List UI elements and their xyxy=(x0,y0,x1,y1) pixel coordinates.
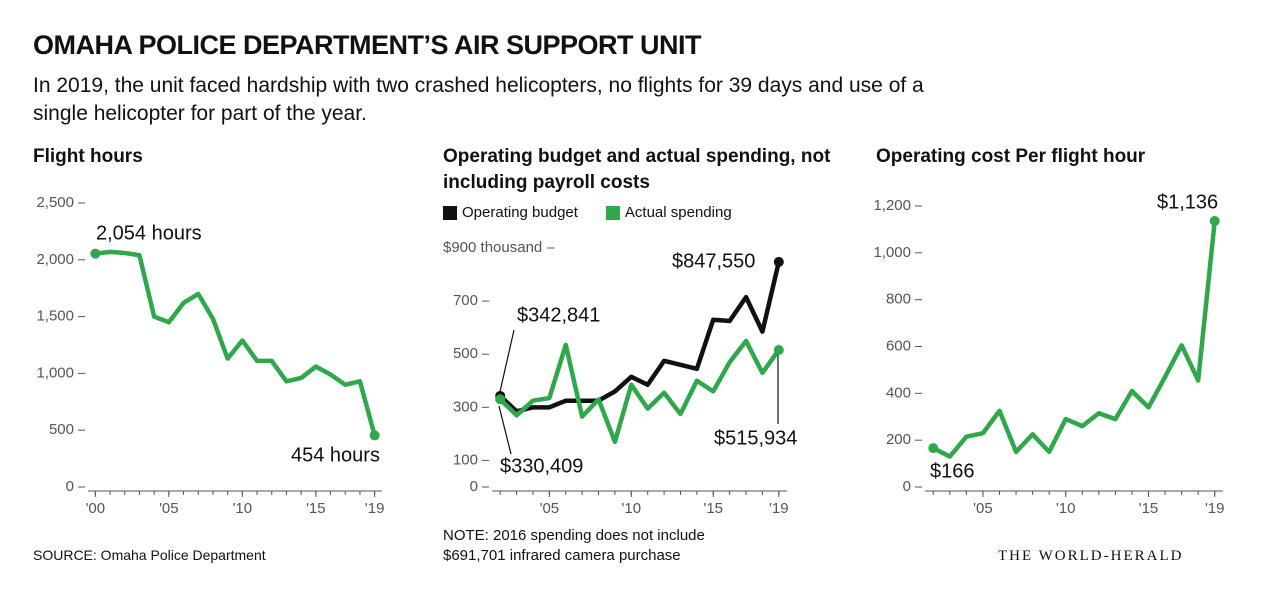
y-tick-label: 2,500 xyxy=(36,194,74,211)
legend-label: Operating budget xyxy=(462,204,579,221)
legend-swatch xyxy=(605,206,620,220)
y-tick-label: 500 xyxy=(453,345,478,362)
annotation: $166 xyxy=(930,460,975,482)
end-point xyxy=(369,430,380,441)
x-tick-label: '10 xyxy=(1056,500,1076,517)
x-tick-label: '10 xyxy=(233,500,253,517)
x-tick-label: '10 xyxy=(622,500,642,517)
end-point xyxy=(928,443,939,454)
x-tick-label: '15 xyxy=(703,500,723,517)
y-tick-label: 700 xyxy=(453,292,478,309)
line xyxy=(498,261,781,414)
chart-title: Operating budget and actual spending, no… xyxy=(443,146,831,193)
annotation: 454 hours xyxy=(291,444,380,466)
leader-line xyxy=(498,329,515,397)
y-tick-label: 100 xyxy=(453,451,478,468)
title: OMAHA POLICE DEPARTMENT’S AIR SUPPORT UN… xyxy=(33,30,702,60)
annotation: $515,934 xyxy=(714,427,797,449)
y-tick-label: 1,200 xyxy=(873,197,911,214)
y-tick-label: 500 xyxy=(49,421,74,438)
legend-label: Actual spending xyxy=(625,204,732,221)
line xyxy=(498,338,781,445)
x-tick-label: '05 xyxy=(540,500,560,517)
y-tick-label: 1,000 xyxy=(873,244,911,261)
line xyxy=(932,220,1217,459)
annotation: $1,136 xyxy=(1157,191,1218,213)
y-tick-label: 2,000 xyxy=(36,251,74,268)
y-tick-label: 0 xyxy=(470,478,478,495)
end-point xyxy=(495,394,506,405)
y-tick-label: $900 thousand xyxy=(443,239,542,256)
legend-swatch xyxy=(443,206,457,220)
annotation: $330,409 xyxy=(500,455,583,477)
end-point xyxy=(773,256,784,267)
end-point xyxy=(1209,215,1220,226)
end-point xyxy=(773,344,784,355)
annotation: 2,054 hours xyxy=(96,222,202,244)
line xyxy=(95,249,377,437)
y-tick-label: 1,000 xyxy=(36,364,74,381)
y-tick-label: 0 xyxy=(66,478,74,495)
y-tick-label: 300 xyxy=(453,398,478,415)
annotation: $847,550 xyxy=(672,250,755,272)
x-tick-label: '05 xyxy=(159,500,179,517)
x-tick-label: '00 xyxy=(86,500,106,517)
subtitle: In 2019, the unit faced hardship with tw… xyxy=(33,74,924,125)
y-tick-label: 600 xyxy=(886,337,911,354)
end-point xyxy=(90,248,101,259)
credit: THE WORLD-HERALD xyxy=(998,548,1184,564)
x-tick-label: '19 xyxy=(365,500,385,517)
y-tick-label: 0 xyxy=(903,478,911,495)
y-tick-label: 800 xyxy=(886,291,911,308)
note: NOTE: 2016 spending does not include $69… xyxy=(443,527,705,564)
x-tick-label: '05 xyxy=(973,500,993,517)
leader-line xyxy=(498,405,512,455)
x-tick-label: '15 xyxy=(306,500,326,517)
x-tick-label: '15 xyxy=(1139,500,1159,517)
y-tick-label: 400 xyxy=(886,384,911,401)
annotation: $342,841 xyxy=(517,304,600,326)
x-tick-label: '19 xyxy=(769,500,789,517)
y-tick-label: 200 xyxy=(886,431,911,448)
chart-title: Operating cost Per flight hour xyxy=(876,146,1146,167)
x-tick-label: '19 xyxy=(1205,500,1225,517)
y-tick-label: 1,500 xyxy=(36,308,74,325)
source: SOURCE: Omaha Police Department xyxy=(33,547,266,563)
chart-title: Flight hours xyxy=(33,146,143,167)
